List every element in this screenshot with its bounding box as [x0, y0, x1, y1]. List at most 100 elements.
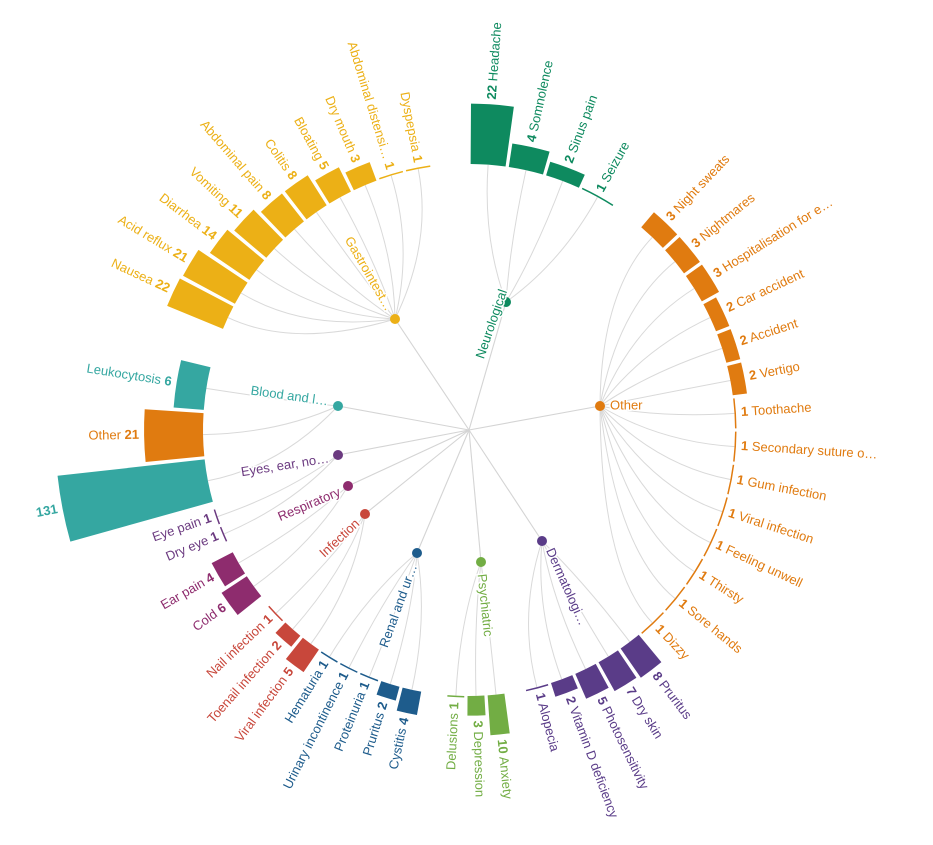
bar-secondary-suture-o [733, 431, 737, 462]
item-name: Sinus pain [565, 93, 600, 155]
bar-abdominal-pain [260, 193, 304, 238]
item-link [599, 261, 676, 407]
item-link [541, 540, 587, 670]
item-link [599, 405, 723, 513]
item-value: 2 [374, 700, 390, 711]
item-name: Gum infection [746, 474, 828, 504]
item-value: 1 [202, 511, 214, 528]
item-label: 3 Nightmares [689, 190, 759, 251]
group-label: Dermatologi… [543, 546, 591, 628]
item-value: 5 [315, 159, 332, 173]
item-label: Cold 6 [190, 600, 229, 634]
item-label: 1 Seizure [593, 139, 633, 194]
item-link [599, 236, 653, 407]
item-label: 1 Thirsty [696, 568, 746, 607]
item-value: 1 [740, 404, 748, 419]
group-node [333, 401, 343, 411]
item-label: Colitis 8 [261, 136, 300, 183]
item-name: Alopecia [535, 701, 562, 754]
item-link [599, 405, 676, 599]
item-value: 3 [347, 152, 364, 165]
item-value: 131 [35, 501, 59, 520]
item-value: 10 [494, 739, 510, 755]
trunk-link [468, 429, 482, 563]
item-name: Anxiety [496, 756, 515, 800]
item-label: 4 Somnolence [524, 59, 557, 143]
item-name: Bloating [291, 114, 327, 162]
bar-abdominal-distensi [379, 170, 404, 180]
item-link [227, 317, 396, 335]
item-value: 1 [726, 505, 737, 521]
bar-vertigo [727, 362, 747, 396]
item-link [599, 405, 735, 448]
item-name: Ear pain [158, 575, 207, 612]
bar-unlabeled [57, 459, 213, 542]
item-link [206, 387, 339, 407]
item-value: 2 [269, 638, 285, 653]
group-label: Other [610, 397, 643, 412]
item-link [455, 561, 482, 696]
item-label: Pruritus 2 [360, 700, 391, 758]
item-link [256, 269, 396, 320]
item-label: Dyspepsia 1 [397, 91, 425, 164]
group-node [360, 509, 370, 519]
item-name: Somnolence [526, 59, 556, 133]
item-link [217, 454, 339, 518]
item-label: 1 Gum infection [736, 472, 828, 504]
item-value: 2 [738, 332, 749, 348]
item-link [292, 513, 366, 630]
bar-headache [470, 103, 514, 167]
group-node [476, 557, 486, 567]
bar-hospitalisation-for-e [685, 264, 720, 302]
item-link [329, 552, 418, 657]
item-value: 4 [524, 132, 540, 143]
item-label: Cystitis 4 [386, 715, 412, 770]
item-value: 3 [470, 720, 485, 728]
item-link [294, 228, 396, 320]
item-link [339, 197, 396, 320]
item-value: 1 [736, 472, 746, 488]
item-link [599, 405, 735, 416]
item-value: 1 [741, 438, 749, 453]
item-value: 21 [170, 245, 190, 265]
item-link [253, 485, 349, 587]
item-link [480, 561, 497, 695]
item-value: 4 [203, 570, 217, 587]
item-value: 6 [214, 600, 229, 616]
bar-bloating [315, 167, 351, 204]
item-link [315, 211, 396, 320]
item-name: Nausea [109, 256, 157, 289]
item-link [223, 454, 339, 535]
bar-car-accident [703, 297, 730, 332]
trunk-link [416, 429, 470, 554]
item-value: 5 [280, 665, 296, 680]
group-label: Infection [316, 516, 362, 560]
item-link [599, 380, 731, 407]
item-name: Leukocytosis [86, 361, 163, 388]
item-link [599, 317, 711, 407]
item-name: Headache [486, 22, 505, 82]
item-name: Delusions [444, 712, 462, 770]
group-node [390, 314, 400, 324]
item-value: 11 [226, 201, 246, 221]
item-name: Vertigo [758, 359, 801, 381]
group-node [595, 401, 605, 411]
bar-vomiting [234, 209, 284, 258]
item-label: Acid reflux 21 [115, 212, 190, 265]
item-link [599, 405, 695, 572]
item-link [348, 552, 418, 668]
bar-dry-eye [219, 526, 228, 542]
item-value: 1 [409, 154, 425, 164]
item-label: 1 Dizzy [652, 621, 693, 663]
item-name: Feeling unwell [723, 542, 805, 591]
bar-other [144, 409, 205, 462]
bar-seizure [581, 187, 614, 207]
trunk-link [347, 429, 470, 487]
bar-gum-infection [727, 464, 735, 495]
item-name: Toothache [751, 400, 812, 419]
item-value: 8 [284, 168, 300, 183]
bar-proteinuria [359, 672, 379, 682]
trunk-link [468, 301, 507, 431]
item-label: 131 [35, 501, 59, 520]
trunk-link [337, 405, 470, 431]
